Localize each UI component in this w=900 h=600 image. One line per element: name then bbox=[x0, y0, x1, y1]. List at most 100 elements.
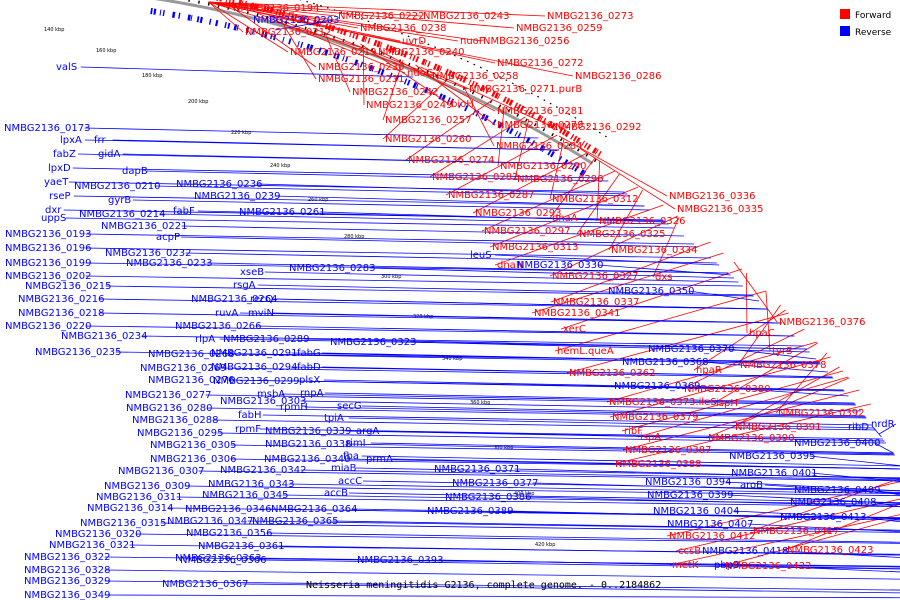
forward-label-callout-line bbox=[405, 99, 493, 161]
reverse-label-nmbg2136-0203: NMBG2136_0203 bbox=[253, 15, 339, 26]
forward-label-callout-line bbox=[765, 290, 771, 352]
reverse-label-callout-line bbox=[361, 455, 900, 467]
reverse-label-nmbg2136-0399: NMBG2136_0399 bbox=[647, 490, 733, 501]
forward-label-callout-line bbox=[420, 66, 554, 128]
forward-label-nmbg2136-0297: NMBG2136_0297 bbox=[484, 226, 570, 237]
reverse-label-callout-line bbox=[380, 430, 885, 442]
forward-label-callout-line bbox=[681, 328, 805, 390]
outer-dot bbox=[574, 116, 577, 119]
reverse-label-nmbg2136-0363: NMBG2136_0363 bbox=[175, 553, 261, 564]
forward-feature-arrow bbox=[519, 105, 525, 112]
forward-label-nmbg2136-0336: NMBG2136_0336 bbox=[669, 191, 755, 202]
forward-label-nmbg2136-0293: NMBG2136_0293 bbox=[475, 208, 561, 219]
reverse-label-upps: uppS bbox=[41, 213, 66, 224]
forward-label-callout-line bbox=[208, 1, 515, 29]
misc-feature bbox=[542, 128, 546, 132]
forward-label-nmbg2136-0388: NMBG2136_0388 bbox=[615, 459, 701, 470]
misc-feature bbox=[568, 143, 572, 147]
forward-feature-arrow bbox=[415, 56, 420, 63]
misc-feature bbox=[585, 153, 589, 157]
forward-label-callout-line bbox=[531, 252, 724, 314]
reverse-label-callout-line bbox=[345, 443, 895, 455]
forward-label-nmbg2136-0240: NMBG2136_0240 bbox=[378, 47, 464, 58]
reverse-label-nmbg2136-0314: NMBG2136_0314 bbox=[87, 503, 173, 514]
reverse-feature-arrow bbox=[517, 132, 522, 139]
reverse-label-nmbg2136-0193: NMBG2136_0193 bbox=[5, 229, 91, 240]
reverse-label-nrdr: nrdR bbox=[871, 419, 895, 430]
reverse-label-miab: miaB bbox=[331, 463, 357, 474]
forward-feature-arrow bbox=[559, 127, 564, 134]
misc-feature bbox=[426, 70, 429, 74]
reverse-label-callout-line bbox=[220, 367, 834, 379]
forward-feature-arrow bbox=[269, 7, 274, 14]
reverse-label-nmbg2136-0288: NMBG2136_0288 bbox=[132, 415, 218, 426]
reverse-label-nmbg2136-0404: NMBG2136_0404 bbox=[653, 506, 739, 517]
reverse-label-nmbg2136-0361: NMBG2136_0361 bbox=[198, 541, 284, 552]
forward-label-callout-line bbox=[606, 341, 817, 403]
forward-label-nmbg2136-0259: NMBG2136_0259 bbox=[516, 23, 602, 34]
reverse-label-nmbg2136-0365: NMBG2136_0365 bbox=[252, 516, 338, 527]
reverse-feature-arrow bbox=[412, 82, 418, 89]
forward-feature-arrow bbox=[388, 45, 393, 52]
forward-label-callout-line bbox=[208, 1, 546, 17]
tick-label: 240 kbp bbox=[270, 163, 290, 169]
forward-feature-arrow bbox=[553, 124, 558, 130]
forward-label-nuog: nuoG bbox=[407, 68, 434, 79]
reverse-label-tpia: tpiA bbox=[324, 413, 344, 424]
reverse-label-callout-line bbox=[274, 195, 645, 207]
reverse-label-callout-line bbox=[507, 510, 900, 521]
reverse-label-nmbg2136-0400: NMBG2136_0400 bbox=[794, 438, 880, 449]
reverse-label-nmbg2136-0315: NMBG2136_0315 bbox=[80, 518, 166, 529]
forward-label-callout-line bbox=[722, 517, 900, 567]
reverse-label-nmbg2136-0389: NMBG2136_0389 bbox=[427, 506, 513, 517]
forward-label-nuof: nuoF bbox=[460, 36, 485, 47]
reverse-label-nmbg2136-0328: NMBG2136_0328 bbox=[24, 565, 110, 576]
forward-feature-arrow bbox=[485, 87, 490, 94]
forward-label-callout-line bbox=[746, 272, 748, 334]
forward-label-nmbg2136-0327: NMBG2136_0327 bbox=[552, 271, 638, 282]
reverse-feature-arrow bbox=[539, 144, 545, 152]
forward-label-nmbg2136-0379: NMBG2136_0379 bbox=[612, 412, 698, 423]
reverse-label-callout-line bbox=[872, 426, 882, 438]
reverse-label-msba: msbA bbox=[257, 389, 285, 400]
misc-feature bbox=[471, 91, 475, 95]
reverse-label-callout-line bbox=[874, 489, 900, 496]
reverse-label-callout-line bbox=[132, 199, 650, 211]
reverse-feature-arrow bbox=[318, 47, 322, 54]
reverse-label-callout-line bbox=[180, 236, 698, 248]
outer-dot bbox=[353, 15, 356, 18]
forward-label-nmbg2136-0376: NMBG2136_0376 bbox=[779, 317, 865, 328]
forward-label-callout-line bbox=[652, 216, 680, 278]
reverse-label-callout-line bbox=[747, 523, 900, 533]
forward-label-xerc: xerC bbox=[563, 324, 586, 335]
tick-label: 160 kbp bbox=[96, 48, 116, 54]
outer-dot bbox=[604, 135, 607, 138]
forward-label-nmbg2136-0378: NMBG2136_0378 bbox=[740, 360, 826, 371]
forward-label-callout-line bbox=[558, 135, 668, 197]
forward-label-nmbg2136-0279: NMBG2136_0279 bbox=[497, 120, 583, 131]
reverse-feature-arrow bbox=[306, 43, 311, 50]
forward-label-callout-line bbox=[733, 261, 778, 323]
reverse-label-callout-line bbox=[874, 442, 894, 454]
forward-feature-arrow bbox=[435, 64, 441, 72]
reverse-label-rsep: rseP bbox=[49, 191, 71, 202]
forward-label-nmbg2136-0284: NMBG2136_0284 bbox=[496, 141, 582, 152]
forward-feature-arrow bbox=[412, 54, 416, 61]
reverse-label-nmbg2136-0294: NMBG2136_0294 bbox=[211, 362, 297, 373]
forward-label-nmbg2136-0194: NMBG2136_0194 bbox=[233, 3, 319, 14]
misc-feature bbox=[398, 59, 402, 63]
reverse-label-nmbg2136-0393: NMBG2136_0393 bbox=[357, 555, 443, 566]
forward-label-callout-line bbox=[256, 12, 406, 74]
reverse-label-nmbg2136-0276: NMBG2136_0276 bbox=[148, 375, 234, 386]
forward-feature-arrow bbox=[536, 114, 542, 122]
reverse-feature-arrow bbox=[574, 165, 579, 172]
forward-feature-arrow bbox=[561, 129, 567, 136]
misc-feature bbox=[533, 123, 537, 127]
reverse-label-rnpa: rnpA bbox=[300, 388, 324, 399]
reverse-label-nmbg2136-0234: NMBG2136_0234 bbox=[61, 331, 147, 342]
reverse-label-callout-line bbox=[725, 481, 900, 492]
forward-feature-arrow bbox=[238, 0, 242, 6]
forward-label-heml-quea: hemL.queA bbox=[557, 346, 614, 357]
reverse-label-callout-line bbox=[98, 312, 782, 324]
forward-feature-arrow bbox=[572, 135, 578, 142]
